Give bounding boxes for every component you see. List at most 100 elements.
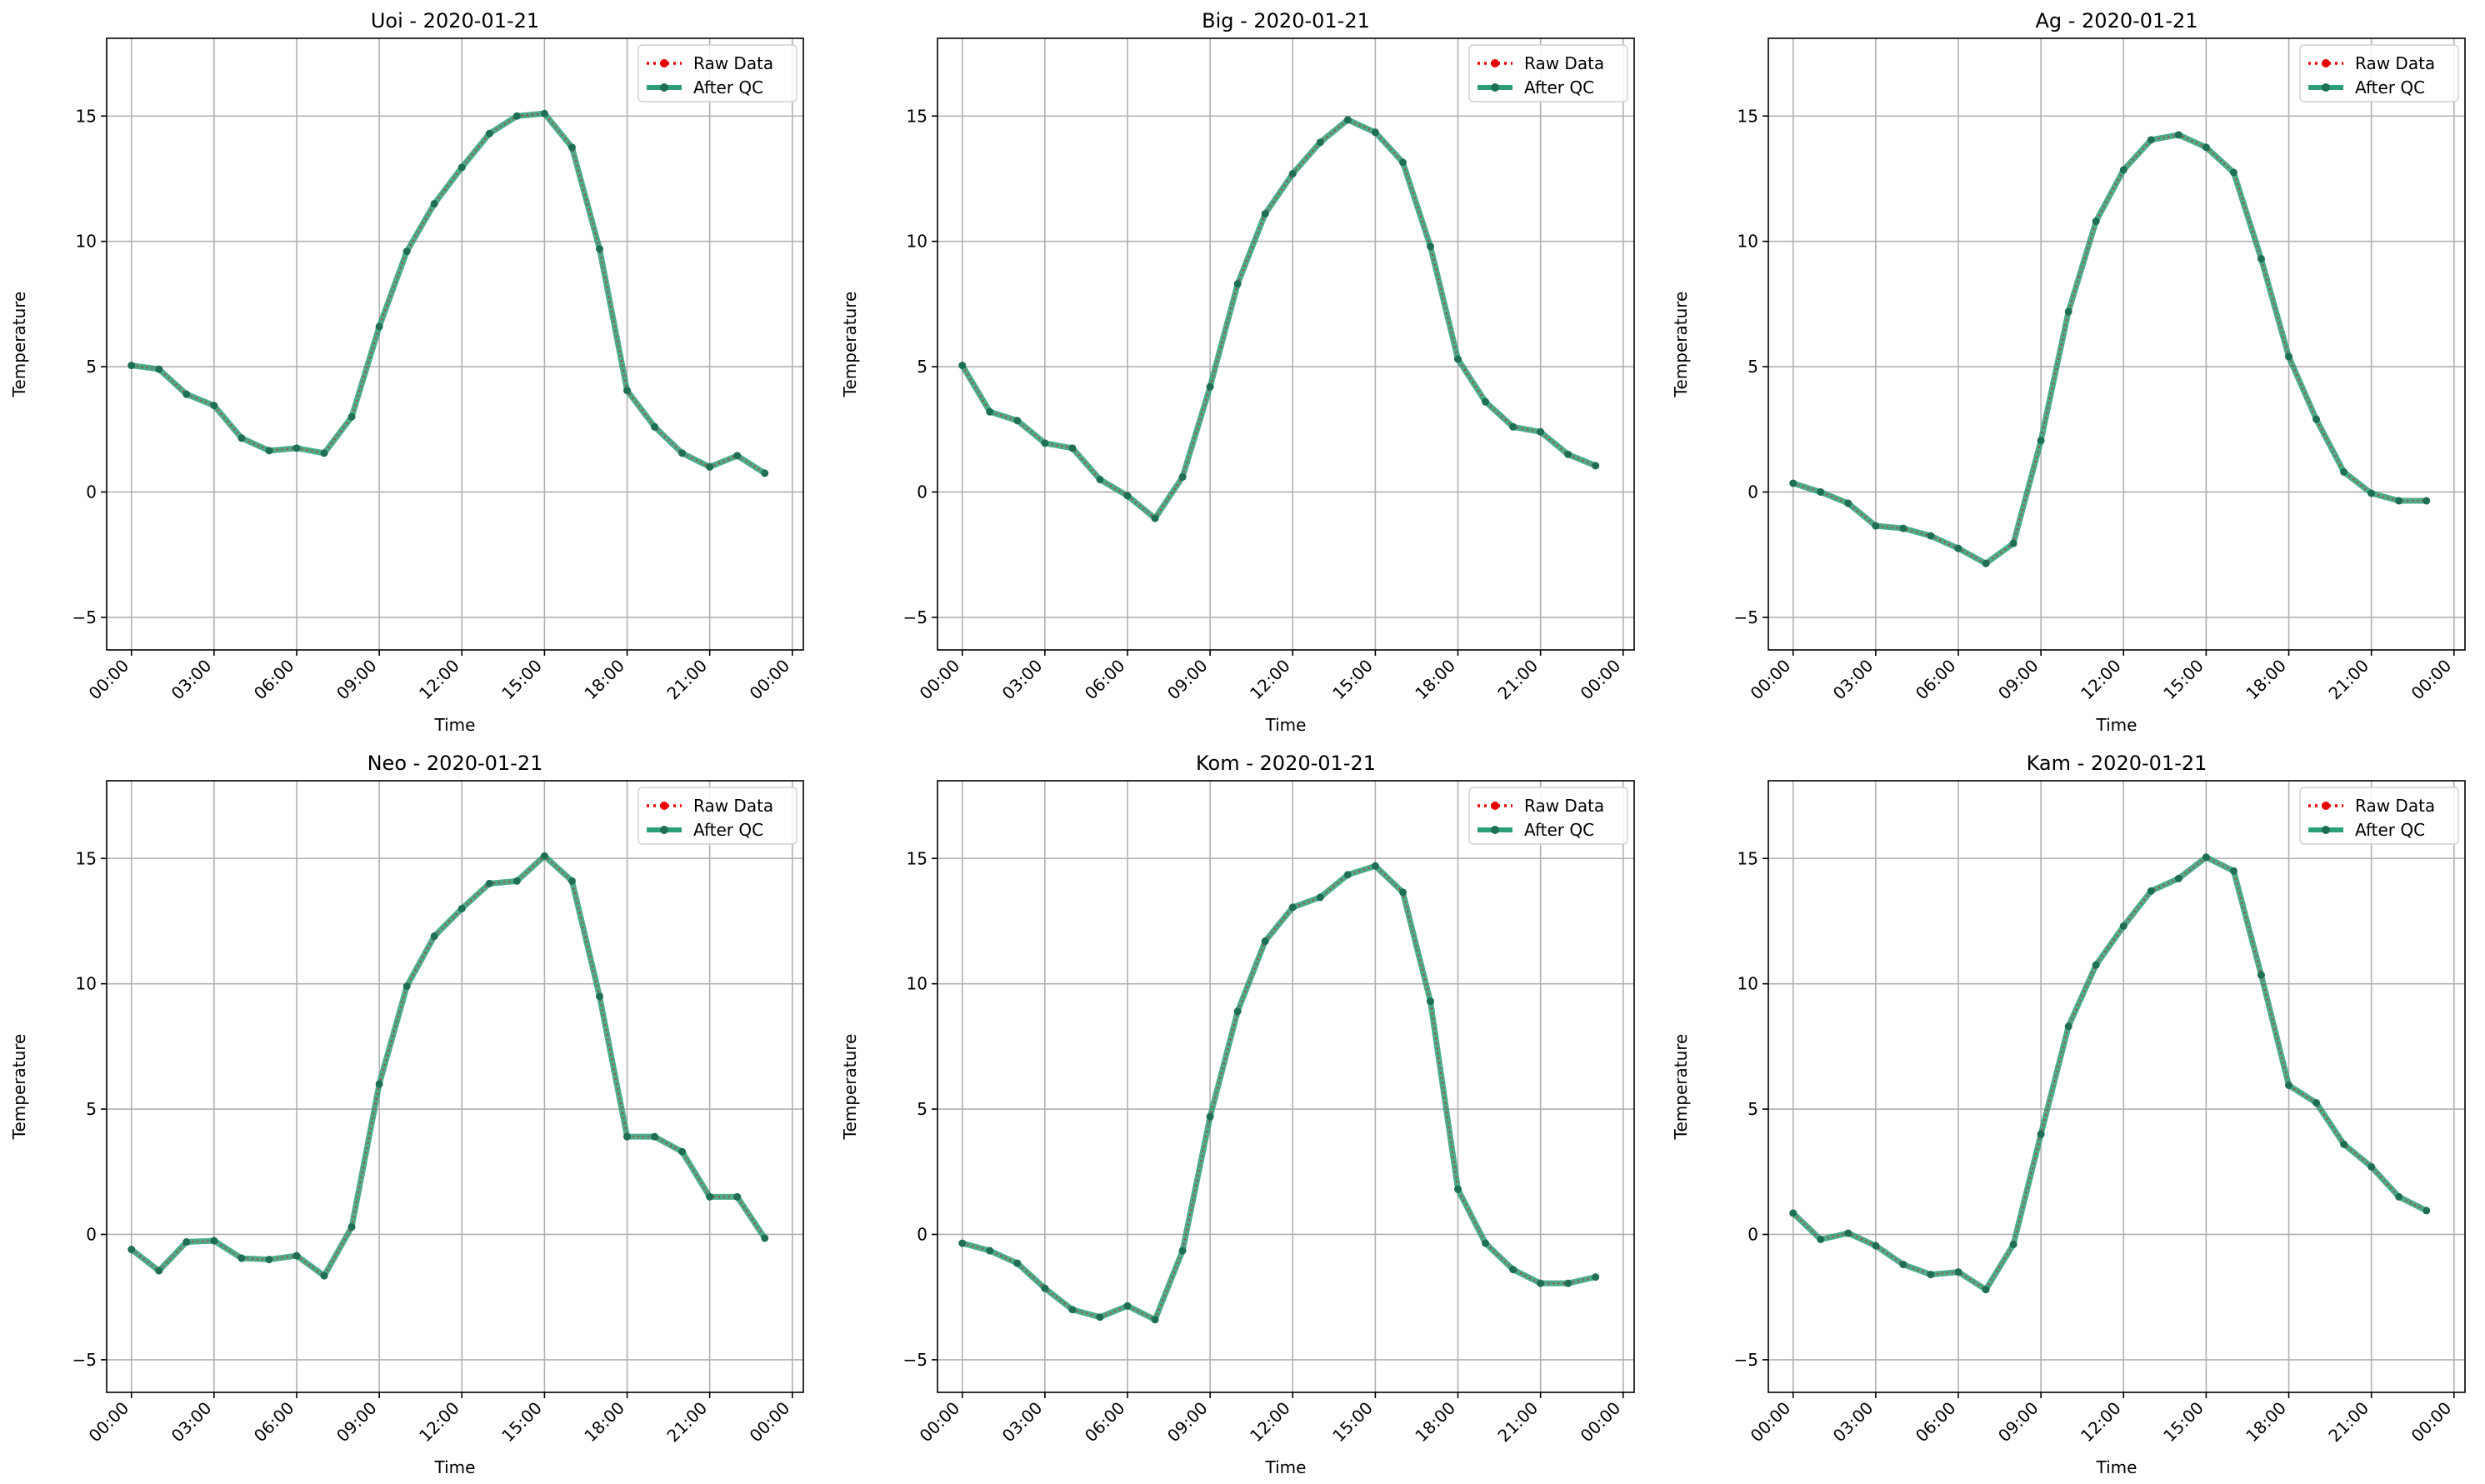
data-point-after-qc [2368,1162,2376,1171]
x-tick-label: 12:00 [415,1398,463,1447]
legend-label-after-qc: After QC [1524,77,1594,97]
data-point-after-qc [1261,937,1269,946]
y-axis-label: Temperature [1671,1034,1691,1141]
y-tick-label: 10 [907,974,928,994]
axes-frame [937,780,1635,1393]
data-point-after-qc [2092,217,2100,226]
data-point-after-qc [595,992,603,1001]
y-tick-label: 15 [907,848,928,868]
data-point-after-qc [182,390,191,398]
y-axis-label: Temperature [840,1034,860,1141]
grid [1768,38,2465,650]
legend-label-after-qc: After QC [693,77,763,97]
data-point-after-qc [1206,1112,1214,1121]
data-point-after-qc [958,362,967,370]
y-tick-label: 5 [917,1099,928,1119]
x-tick-label: 06:00 [250,656,298,704]
x-tick-label: 03:00 [168,656,216,704]
data-point-after-qc [155,365,163,373]
data-point-after-qc [265,1256,273,1264]
y-tick-label: 5 [86,1099,97,1119]
data-point-after-qc [2202,853,2210,862]
x-tick-label: 03:00 [1829,656,1878,704]
x-tick-label: 21:00 [662,1398,711,1447]
data-point-after-qc [1398,888,1407,897]
x-tick-label: 15:00 [2159,656,2208,704]
x-tick-label: 18:00 [580,656,628,704]
x-tick-label: 00:00 [2408,1398,2456,1447]
data-point-after-qc [2119,922,2128,930]
x-tick-label: 21:00 [662,656,711,704]
data-point-after-qc [320,1272,328,1280]
legend-marker-raw-data [2322,802,2330,810]
data-point-after-qc [2119,166,2128,174]
x-tick-label: 00:00 [916,1398,964,1447]
x-tick-label: 03:00 [168,1398,216,1447]
series-line-raw-data [962,865,1596,1322]
legend-marker-raw-data [660,802,668,810]
y-tick-label: 10 [76,232,97,252]
data-point-after-qc [1482,1239,1490,1247]
data-point-after-qc [1899,1261,1908,1269]
data-point-after-qc [1927,532,1935,540]
axes-frame [106,37,804,651]
data-point-after-qc [623,1132,632,1141]
x-tick-label: 09:00 [332,656,381,704]
x-tick-label: 09:00 [1163,656,1212,704]
x-tick-label: 12:00 [2077,1398,2125,1447]
data-point-after-qc [210,402,218,410]
legend-label-after-qc: After QC [693,820,763,840]
data-point-after-qc [238,434,246,442]
data-point-after-qc [2092,961,2100,969]
data-point-after-qc [128,362,136,370]
y-tick-label: 10 [1738,974,1758,994]
data-point-after-qc [430,200,438,208]
x-axis-label: Time [2096,1457,2138,1477]
data-point-after-qc [1817,1236,1825,1243]
grid [107,38,803,650]
data-point-after-qc [1844,1229,1852,1237]
legend: Raw Data After QC [638,787,798,845]
legend-label-after-qc: After QC [1524,820,1594,840]
data-point-after-qc [1872,522,1880,530]
subplot-4: 00:00 03:00 06:00 09:00 12:00 15:00 18:00 21:00… [9,752,804,1477]
data-point-after-qc [1343,116,1352,124]
subplot-6: 00:00 03:00 06:00 09:00 12:00 15:00 18:00 21:00… [1671,752,2466,1477]
data-point-after-qc [2147,136,2155,144]
axes-frame [106,780,804,1393]
data-point-after-qc [1509,1266,1518,1274]
data-point-after-qc [2312,1099,2321,1107]
series-line-raw-data [131,112,766,474]
axes-frame [1768,780,2466,1393]
data-point-after-qc [1316,138,1324,147]
x-axis-label: Time [1265,1457,1307,1477]
legend-marker-after-qc [2322,83,2330,92]
x-tick-label: 18:00 [2242,656,2290,704]
data-point-after-qc [1564,450,1572,458]
data-point-after-qc [2229,867,2238,875]
data-point-after-qc [2340,1140,2348,1148]
data-point-after-qc [1096,475,1104,483]
data-point-after-qc [623,387,632,395]
data-point-after-qc [1041,439,1049,447]
legend: Raw Data After QC [2299,787,2459,845]
data-point-after-qc [540,109,548,117]
data-point-after-qc [1954,1268,1962,1277]
data-point-after-qc [2257,971,2265,979]
legend: Raw Data After QC [1468,787,1628,845]
y-tick-label: 15 [76,848,97,868]
x-tick-label: 09:00 [1994,1398,2042,1447]
y-tick-label: −5 [1734,1350,1758,1370]
data-point-after-qc [1789,1209,1798,1217]
data-point-after-qc [2009,1241,2018,1249]
data-point-after-qc [2009,539,2018,547]
x-tick-label: 00:00 [1577,1398,1625,1447]
data-point-after-qc [706,1192,714,1201]
subplot-2: 00:00 03:00 06:00 09:00 12:00 15:00 18:00 21:00… [840,9,1635,735]
data-point-after-qc [1844,499,1852,507]
data-point-after-qc [2147,887,2155,895]
x-tick-label: 21:00 [2324,1398,2372,1447]
data-point-after-qc [292,1252,301,1260]
data-point-after-qc [1178,472,1187,481]
x-tick-label: 06:00 [1081,1398,1129,1447]
